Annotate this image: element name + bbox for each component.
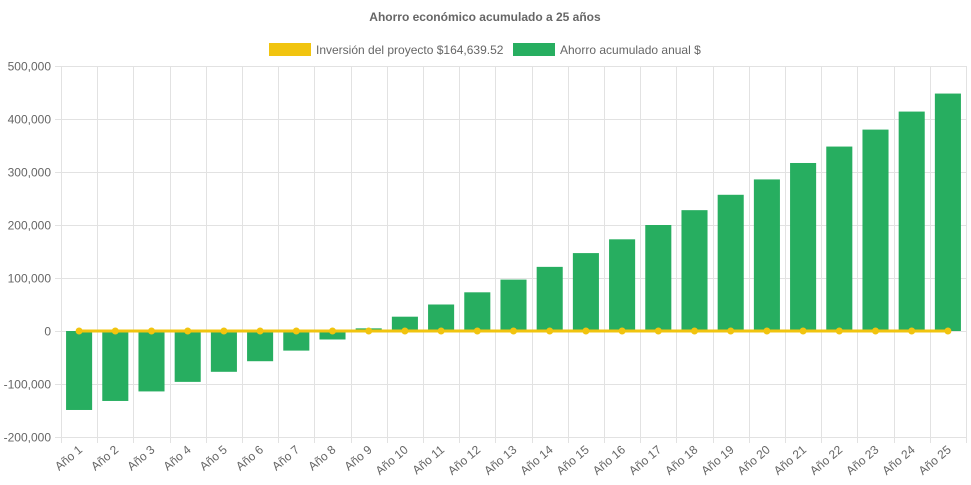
x-tick-label: Año 14 xyxy=(517,442,555,477)
line-point xyxy=(835,327,843,335)
bar xyxy=(428,304,455,331)
x-tick-label: Año 8 xyxy=(305,442,338,473)
line-point xyxy=(401,327,409,335)
line-point xyxy=(437,327,445,335)
y-tick-label: 400,000 xyxy=(8,113,52,127)
x-tick-label: Año 22 xyxy=(807,442,845,477)
bar xyxy=(717,194,744,331)
x-tick-label: Año 2 xyxy=(88,442,121,473)
y-axis: 500,000 400,000 300,000 200,000 100,000 0 -100… xyxy=(4,60,52,445)
line-point xyxy=(329,327,336,335)
x-tick-label: Año 10 xyxy=(373,442,411,477)
bar xyxy=(283,331,310,351)
line-point xyxy=(727,327,735,335)
y-tick-label: 500,000 xyxy=(8,60,52,74)
x-tick-label: Año 12 xyxy=(445,442,483,477)
x-tick-label: Año 7 xyxy=(269,442,302,473)
bar xyxy=(609,239,636,331)
bar xyxy=(319,331,346,340)
x-tick-label: Año 9 xyxy=(342,442,375,473)
x-tick-label: Año 16 xyxy=(590,442,628,477)
x-tick-label: Año 15 xyxy=(554,442,592,477)
x-tick-label: Año 25 xyxy=(916,442,954,477)
bar xyxy=(681,210,708,331)
x-tick-label: Año 4 xyxy=(161,442,194,473)
legend-label-investment: Inversión del proyecto $164,639.52 xyxy=(316,43,504,57)
line-series xyxy=(75,327,952,335)
legend-item-investment[interactable]: Inversión del proyecto $164,639.52 xyxy=(269,43,504,57)
bar xyxy=(862,129,889,331)
line-point xyxy=(582,327,590,335)
line-point xyxy=(799,327,807,335)
line-point xyxy=(763,327,771,335)
line-point xyxy=(473,327,481,335)
line-point xyxy=(256,327,264,335)
x-tick-label: Año 5 xyxy=(197,442,230,473)
x-tick-label: Año 1 xyxy=(52,442,85,473)
x-tick-label: Año 23 xyxy=(843,442,881,477)
legend-swatch-investment xyxy=(269,43,311,56)
bar-series xyxy=(66,93,961,410)
x-axis: Año 1 Año 2 Año 3 Año 4 Año 5 Año 6 Año 7 Año 8… xyxy=(52,442,954,477)
line-point xyxy=(654,327,662,335)
y-tick-label: -100,000 xyxy=(4,378,52,392)
line-point xyxy=(944,327,952,335)
bar xyxy=(898,111,925,331)
line-point xyxy=(184,327,192,335)
line-point xyxy=(111,327,119,335)
y-tick-label: 200,000 xyxy=(8,219,52,233)
line-point xyxy=(618,327,626,335)
chart-title: Ahorro económico acumulado a 25 años xyxy=(369,10,601,24)
x-tick-label: Año 6 xyxy=(233,442,266,473)
bar xyxy=(210,331,237,372)
bar xyxy=(174,331,201,382)
legend-label-savings: Ahorro acumulado anual $ xyxy=(560,43,701,57)
line-point xyxy=(908,327,916,335)
line-point xyxy=(872,327,879,335)
y-tick-label: 0 xyxy=(44,325,51,339)
bar xyxy=(500,279,527,331)
bar xyxy=(66,331,93,410)
y-tick-label: 100,000 xyxy=(8,272,52,286)
line-point xyxy=(546,327,554,335)
legend: Inversión del proyecto $164,639.52 Ahorr… xyxy=(269,43,701,57)
line-point xyxy=(292,327,300,335)
line-point xyxy=(75,327,83,335)
legend-swatch-savings xyxy=(513,43,555,56)
line-point xyxy=(220,327,228,335)
bar xyxy=(572,253,599,331)
x-tick-label: Año 18 xyxy=(662,442,700,477)
y-tick-label: 300,000 xyxy=(8,166,52,180)
bar xyxy=(391,316,418,331)
bar xyxy=(536,266,563,331)
bar xyxy=(790,162,817,331)
bar xyxy=(753,179,780,331)
bar xyxy=(247,331,274,362)
x-tick-label: Año 24 xyxy=(879,442,917,477)
x-tick-label: Año 20 xyxy=(735,442,773,477)
x-tick-label: Año 17 xyxy=(626,442,664,477)
x-tick-label: Año 21 xyxy=(771,442,809,477)
line-point xyxy=(510,327,517,335)
bar xyxy=(934,93,961,331)
y-tick-label: -200,000 xyxy=(4,431,52,445)
bar xyxy=(464,292,491,331)
x-tick-label: Año 13 xyxy=(481,442,519,477)
x-tick-label: Año 11 xyxy=(410,442,448,477)
line-point xyxy=(148,327,155,335)
legend-item-savings[interactable]: Ahorro acumulado anual $ xyxy=(513,43,701,57)
bar xyxy=(102,331,129,401)
bar xyxy=(645,225,672,331)
bar xyxy=(826,146,853,331)
x-tick-label: Año 19 xyxy=(698,442,736,477)
line-point xyxy=(691,327,698,335)
bar xyxy=(138,331,165,392)
line-point xyxy=(365,327,373,335)
x-tick-label: Año 3 xyxy=(124,442,157,473)
